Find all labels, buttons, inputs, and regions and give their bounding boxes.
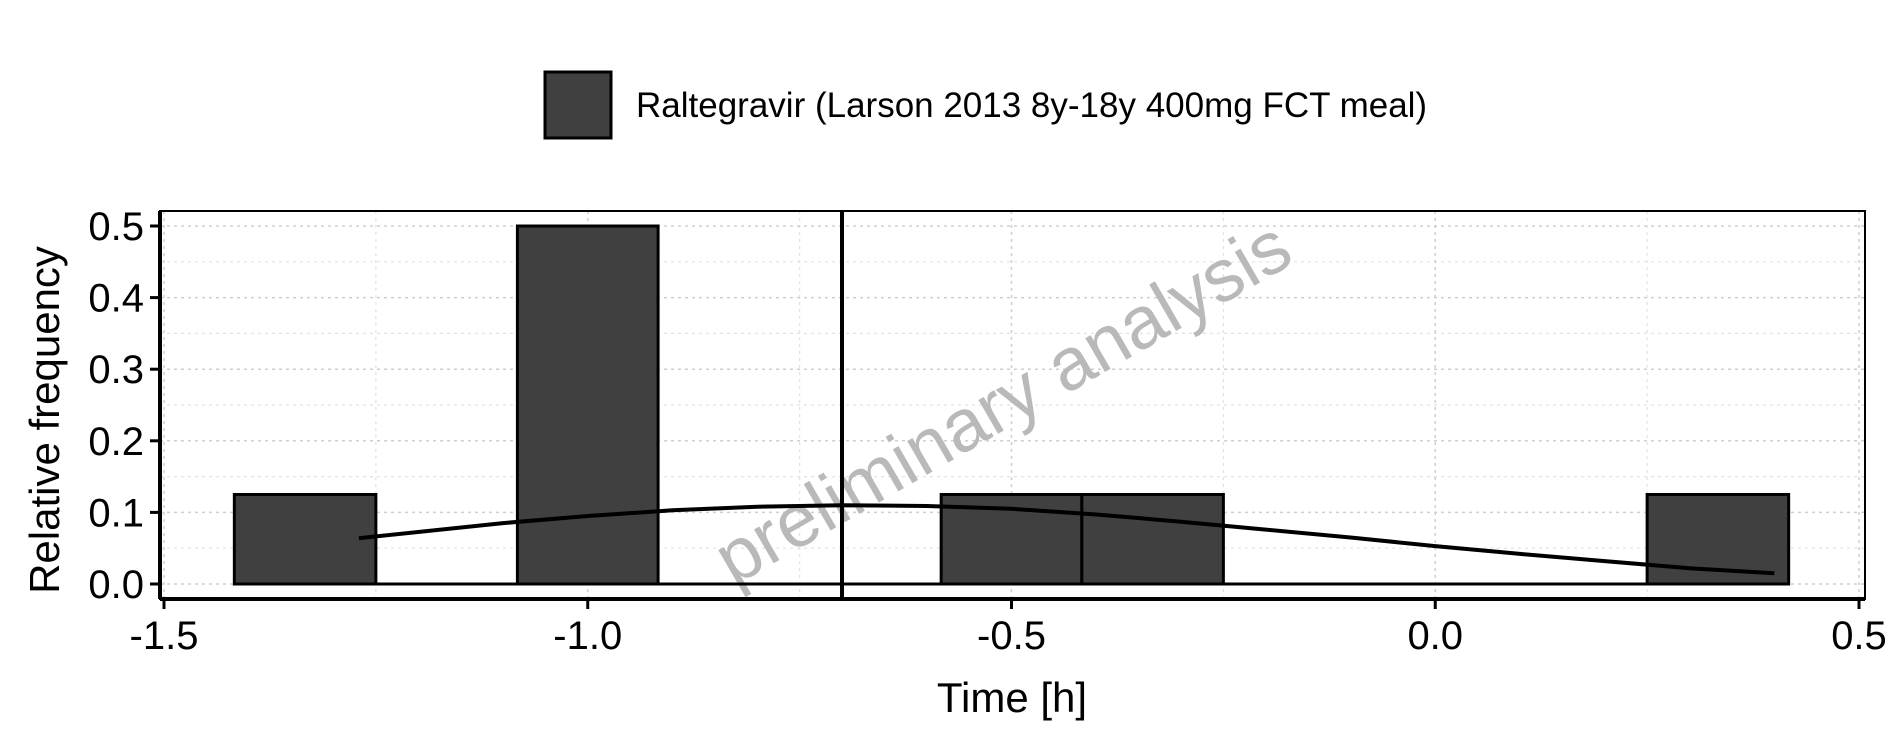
y-tick-label: 0.0 <box>88 563 144 607</box>
y-tick-label: 0.2 <box>88 420 144 464</box>
legend-label: Raltegravir (Larson 2013 8y-18y 400mg FC… <box>636 86 1427 125</box>
y-tick-label: 0.3 <box>88 348 144 392</box>
x-tick-label: -0.5 <box>977 614 1046 658</box>
y-tick-label: 0.4 <box>88 277 144 321</box>
x-axis-title: Time [h] <box>937 674 1087 721</box>
y-tick-label: 0.1 <box>88 491 144 535</box>
x-tick-label: -1.5 <box>130 614 199 658</box>
legend: Raltegravir (Larson 2013 8y-18y 400mg FC… <box>543 70 1427 140</box>
histogram-bar <box>1080 493 1225 586</box>
histogram-bars <box>232 224 1791 586</box>
density-curve <box>358 503 1775 576</box>
histogram-bar <box>515 224 660 586</box>
x-tick-label: 0.0 <box>1407 614 1463 658</box>
y-tick-label: 0.5 <box>88 205 144 249</box>
x-axis-ticks: -1.5 -1.0 -0.5 0.0 0.5 <box>130 599 1887 658</box>
y-axis-title: Relative frequency <box>21 246 68 594</box>
x-tick-label: 0.5 <box>1831 614 1887 658</box>
histogram-bar <box>232 493 378 586</box>
legend-key <box>543 70 613 140</box>
y-axis-ticks: 0.0 0.1 0.2 0.3 0.4 0.5 <box>88 205 160 607</box>
x-tick-label: -1.0 <box>553 614 622 658</box>
